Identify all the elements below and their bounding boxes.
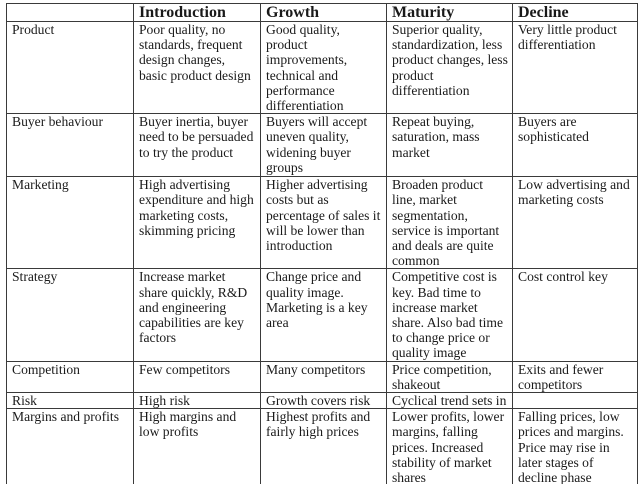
cell-decline: Falling prices, low prices and margins. … [512, 408, 638, 484]
cell-decline: Very little product differentiation [512, 20, 638, 115]
row-label: Risk [6, 392, 134, 410]
cell-growth: Good quality, product improvements, tech… [260, 20, 387, 115]
cell-growth: Buyers will accept uneven quality, widen… [260, 113, 387, 178]
row-label: Margins and profits [6, 408, 134, 484]
cell-maturity: Lower profits, lower margins, falling pr… [386, 408, 513, 484]
table-row-competition: Competition Few competitors Many competi… [6, 360, 638, 394]
header-growth: Growth [260, 3, 387, 22]
header-empty [6, 3, 134, 22]
table-row-margins-and-profits: Margins and profits High margins and low… [6, 408, 638, 484]
row-label: Product [6, 20, 134, 115]
cell-introduction: High advertising expenditure and high ma… [133, 176, 261, 270]
table-row-marketing: Marketing High advertising expenditure a… [6, 176, 638, 270]
cell-introduction: Increase market share quickly, R&D and e… [133, 268, 261, 362]
cell-introduction: Few competitors [133, 360, 261, 394]
row-label: Buyer behaviour [6, 113, 134, 178]
row-label: Strategy [6, 268, 134, 362]
table-row-risk: Risk High risk Growth covers risk Cyclic… [6, 392, 638, 410]
header-introduction: Introduction [133, 3, 261, 22]
cell-introduction: High margins and low profits [133, 408, 261, 484]
table-row-product: Product Poor quality, no standards, freq… [6, 20, 638, 115]
cell-maturity: Superior quality, standardization, less … [386, 20, 513, 115]
cell-growth: Many competitors [260, 360, 387, 394]
cell-decline [512, 392, 638, 410]
row-label: Competition [6, 360, 134, 394]
cell-introduction: Poor quality, no standards, frequent des… [133, 20, 261, 115]
cell-growth: Change price and quality image. Marketin… [260, 268, 387, 362]
cell-decline: Low advertising and marketing costs [512, 176, 638, 270]
header-row: Introduction Growth Maturity Decline [6, 3, 638, 22]
cell-decline: Buyers are sophisticated [512, 113, 638, 178]
row-label: Marketing [6, 176, 134, 270]
table-row-strategy: Strategy Increase market share quickly, … [6, 268, 638, 362]
cell-maturity: Competitive cost is key. Bad time to inc… [386, 268, 513, 362]
cell-growth: Highest profits and fairly high prices [260, 408, 387, 484]
cell-maturity: Broaden product line, market segmentatio… [386, 176, 513, 270]
cell-maturity: Repeat buying, saturation, mass market [386, 113, 513, 178]
cell-maturity: Cyclical trend sets in [386, 392, 513, 410]
product-life-cycle-table: Introduction Growth Maturity Decline Pro… [6, 3, 638, 484]
header-maturity: Maturity [386, 3, 513, 22]
cell-growth: Growth covers risk [260, 392, 387, 410]
cell-decline: Cost control key [512, 268, 638, 362]
cell-growth: Higher advertising costs but as percenta… [260, 176, 387, 270]
header-decline: Decline [512, 3, 638, 22]
table-row-buyer-behaviour: Buyer behaviour Buyer inertia, buyer nee… [6, 113, 638, 178]
cell-introduction: Buyer inertia, buyer need to be persuade… [133, 113, 261, 178]
cell-decline: Exits and fewer competitors [512, 360, 638, 394]
cell-introduction: High risk [133, 392, 261, 410]
cell-maturity: Price competition, shakeout [386, 360, 513, 394]
